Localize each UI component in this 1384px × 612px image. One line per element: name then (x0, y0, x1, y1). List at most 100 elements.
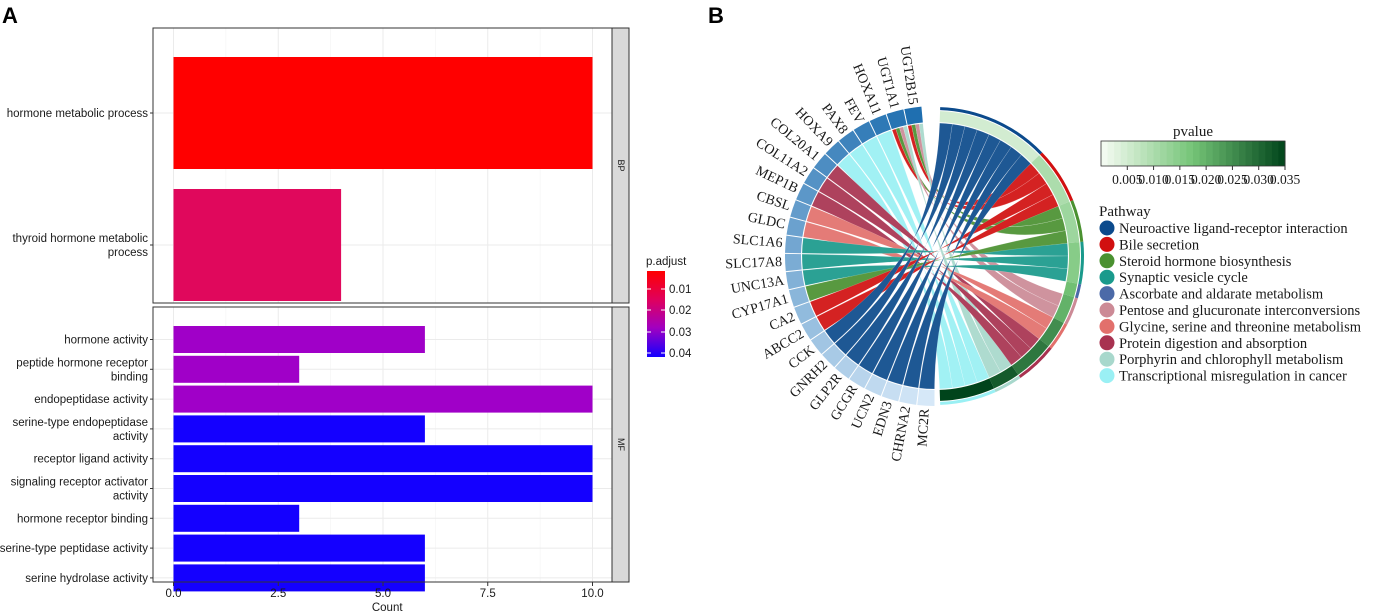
pvalue-colorbar-segment (1193, 141, 1201, 166)
chord-ugt1a1-to-pathway (891, 128, 1047, 211)
pathway-legend-label: Porphyrin and chlorophyll metabolism (1119, 352, 1344, 368)
gene-arc-cyp17a1 (788, 286, 809, 307)
pvalue-colorbar-segment (1133, 141, 1141, 166)
pathway-legend-title: Pathway (1099, 204, 1151, 220)
category-label-bp-1: thyroid hormone metabolic process (12, 233, 148, 259)
pathway-pvalue-arc (1066, 242, 1080, 284)
pvalue-colorbar-border (1100, 140, 1286, 167)
x-tick-label: 10.0 (581, 588, 603, 600)
category-label-line: activity (113, 491, 148, 503)
pathway-pvalue-arc (1063, 281, 1078, 298)
pathway-legend-label: Synaptic vesicle cycle (1119, 270, 1248, 286)
pathway-legend-label: Steroid hormone biosynthesis (1119, 254, 1292, 270)
gene-arc-hoxa11 (869, 114, 891, 136)
padjust-tick-label: 0.02 (669, 305, 691, 317)
pvalue-legend: pvalue 0.0050.0100.0150.0200.0250.0300.03… (1100, 124, 1300, 187)
gene-arc-chrna2 (899, 386, 919, 405)
gene-label-gldc: GLDC (746, 210, 786, 232)
pathway-color-arc (1049, 323, 1068, 349)
gene-arc-cbsl (790, 200, 811, 221)
pathway-color-arc (994, 375, 1021, 393)
chord-ugt1a1-to-pathway (902, 125, 1001, 378)
pathway-pvalue-arc (939, 111, 1040, 163)
gene-arc-fev (853, 121, 876, 144)
pathway-pvalue-arc (989, 365, 1019, 389)
gene-arc-gnrh2 (822, 344, 845, 368)
pvalue-colorbar-segment (1225, 141, 1233, 166)
facet-strip-label-bp: BP (616, 159, 626, 171)
bar-bp-1 (173, 189, 342, 301)
x-axis-label: Count (372, 602, 403, 612)
category-label-line: process (108, 247, 149, 259)
gene-arc-ca2 (794, 302, 816, 324)
x-tick-label: 0.0 (166, 588, 182, 600)
category-label-line: signaling receptor activator (11, 477, 149, 489)
gene-ring (785, 106, 935, 406)
gene-arc-slc1a6 (785, 235, 803, 254)
category-label-mf-2: endopeptidase activity (34, 394, 148, 406)
chord-hoxa11-to-pathway (876, 130, 990, 383)
pathway-pvalue-arc (1059, 201, 1080, 244)
pvalue-colorbar-segment (1271, 141, 1279, 166)
pvalue-colorbar-segment (1186, 141, 1194, 166)
padjust-legend-title: p.adjust (646, 256, 687, 268)
pvalue-colorbar-segment (1258, 141, 1266, 166)
bar-mf-8 (173, 564, 425, 592)
pvalue-colorbar-segment (1239, 141, 1247, 166)
category-label-mf-4: receptor ligand activity (34, 454, 149, 466)
pathway-pvalue-arc (1011, 339, 1049, 375)
pathway-legend-swatch (1099, 220, 1115, 236)
gene-arc-mep1b (796, 183, 818, 206)
bar-mf-3 (173, 415, 425, 443)
pvalue-colorbar-segment (1206, 141, 1214, 166)
category-label-line: peptide hormone receptor (16, 357, 148, 369)
pvalue-tick-label: 0.025 (1217, 172, 1248, 187)
pvalue-colorbar-segment (1179, 141, 1187, 166)
gene-arc-cck (810, 331, 834, 355)
chord-mc2r-to-pathway (919, 154, 1031, 390)
category-label-line: activity (113, 431, 148, 443)
bar-mf-2 (173, 385, 593, 413)
bar-mf-5 (173, 475, 593, 502)
pathway-color-arc (940, 389, 996, 405)
pathway-pvalue-arc (1053, 294, 1075, 323)
padjust-tick-label: 0.03 (669, 327, 691, 339)
pathway-legend-swatch (1099, 335, 1115, 351)
pvalue-colorbar-segment (1278, 141, 1286, 166)
pathway-legend-swatch (1099, 253, 1115, 269)
pvalue-colorbar-segment (1153, 141, 1161, 166)
facet-strip-label-mf: MF (616, 438, 626, 451)
category-label-line: hormone activity (64, 335, 148, 347)
gene-label-ugt2b15: UGT2B15 (897, 45, 921, 106)
pvalue-tick-label: 0.020 (1191, 172, 1222, 187)
gene-arc-ucn2 (865, 374, 887, 396)
category-label-line: serine-type endopeptidase (12, 417, 148, 429)
gene-arc-ugt1a1 (886, 109, 907, 130)
pvalue-colorbar-segment (1199, 141, 1207, 166)
pathway-pvalue-arc (1031, 155, 1070, 206)
gene-arc-pax8 (838, 130, 862, 154)
gene-label-chrna2: CHRNA2 (889, 405, 914, 463)
pathway-legend-label: Ascorbate and aldarate metabolism (1119, 287, 1324, 303)
chord-cyp17a1-to-pathway (805, 230, 1068, 302)
padjust-colorbar (647, 271, 665, 357)
category-label-mf-7: serine-type peptidase activity (0, 543, 148, 555)
category-label-line: serine hydrolase activity (25, 573, 148, 585)
pathway-color-arc (1064, 297, 1078, 325)
pathway-color-arc (1070, 200, 1084, 243)
category-label-line: receptor ligand activity (34, 454, 149, 466)
chord-links (801, 122, 1069, 390)
pvalue-colorbar-segment (1219, 141, 1227, 166)
bar-mf-0 (173, 326, 425, 353)
gene-arc-abcc2 (801, 317, 824, 340)
pvalue-colorbar-segment (1120, 141, 1128, 166)
category-label-line: endopeptidase activity (34, 394, 148, 406)
bar-mf-1 (173, 355, 300, 383)
pvalue-legend-title: pvalue (1173, 124, 1213, 140)
x-tick-label: 2.5 (270, 588, 286, 600)
pvalue-colorbar-segment (1265, 141, 1273, 166)
pvalue-colorbar-segment (1147, 141, 1155, 166)
category-label-line: serine-type peptidase activity (0, 543, 148, 555)
pathway-pvalue-arc (939, 378, 994, 401)
